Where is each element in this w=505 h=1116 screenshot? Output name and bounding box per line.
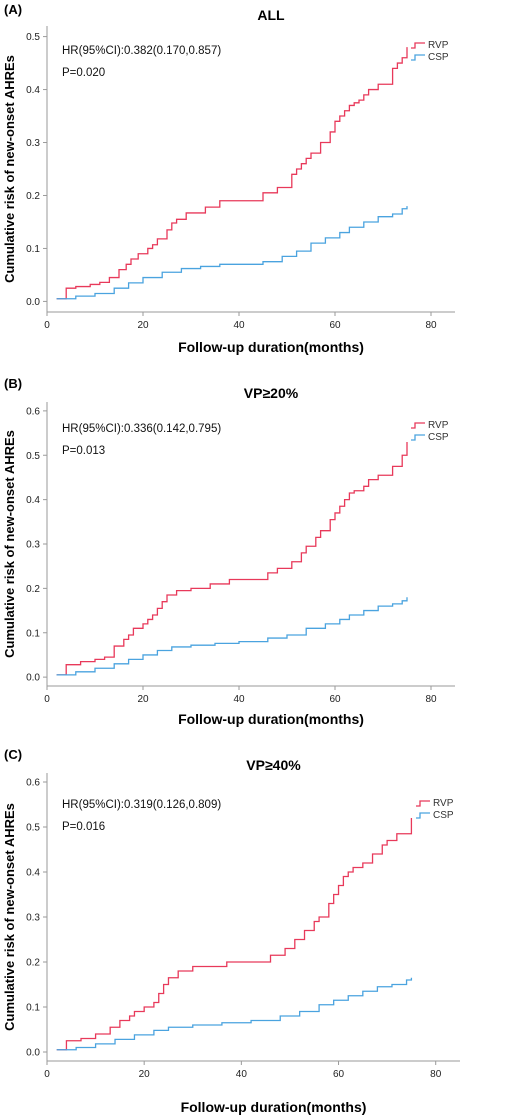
chart-a-xtick-label: 20 <box>137 320 149 331</box>
chart-a-hr-annotation: HR(95%CI):0.382(0.170,0.857) <box>62 45 221 57</box>
chart-b-xtick-label: 20 <box>137 694 149 705</box>
chart-b-ytick-label: 0.5 <box>26 451 40 462</box>
chart-a-ylabel: Cumulative risk of new-onset AHREs <box>2 55 17 283</box>
chart-a-title: ALL <box>257 7 285 23</box>
chart-b-axes <box>46 402 455 687</box>
chart-b-p-annotation: P=0.013 <box>62 445 105 457</box>
chart-c-xtick-label: 60 <box>333 1069 345 1080</box>
chart-c-ylabel: Cumulative risk of new-onset AHREs <box>2 803 17 1031</box>
chart-c-p-annotation: P=0.016 <box>62 821 105 833</box>
chart-a-xtick-label: 60 <box>329 320 341 331</box>
chart-c-legend-swatch-rvp <box>416 800 430 807</box>
chart-b-xtick-label: 40 <box>233 694 245 705</box>
chart-b-legend-label-csp: CSP <box>428 432 449 443</box>
chart-a-xtick-label: 0 <box>44 320 50 331</box>
chart-c-series-csp <box>56 977 413 1051</box>
chart-c-xtick-label: 0 <box>44 1069 50 1080</box>
chart-a-xlabel: Follow-up duration(months) <box>178 339 364 355</box>
chart-c-ytick-label: 0.3 <box>26 913 40 924</box>
chart-c-title: VP≥40% <box>246 757 301 773</box>
chart-b-title: VP≥20% <box>244 385 299 401</box>
chart-a-ytick-label: 0.4 <box>26 85 40 96</box>
chart-b-xlabel: Follow-up duration(months) <box>178 711 364 727</box>
chart-b-legend-swatch-csp <box>411 434 425 441</box>
chart-c-legend-label-rvp: RVP <box>433 798 454 809</box>
chart-a-series-rvp <box>56 47 408 300</box>
chart-a-xtick-label: 40 <box>233 320 245 331</box>
chart-c-series-rvp <box>56 818 413 1051</box>
chart-a-p-annotation: P=0.020 <box>62 67 105 79</box>
chart-c-axes <box>46 773 460 1062</box>
chart-a-ytick-label: 0.0 <box>26 297 40 308</box>
chart-c-ytick-label: 0.2 <box>26 958 40 969</box>
chart-b-ytick-label: 0.0 <box>26 673 40 684</box>
chart-b-ytick-label: 0.6 <box>26 406 40 417</box>
chart-c-xtick-label: 20 <box>139 1069 151 1080</box>
chart-a-legend-label-rvp: RVP <box>428 40 449 51</box>
chart-a-legend-label-csp: CSP <box>428 52 449 63</box>
chart-b-legend-swatch-rvp <box>411 422 425 429</box>
chart-a-xtick-label: 80 <box>425 320 437 331</box>
chart-c-ytick-label: 0.1 <box>26 1003 40 1014</box>
chart-a-ytick-label: 0.1 <box>26 244 40 255</box>
chart-a-ytick-label: 0.3 <box>26 138 40 149</box>
chart-a-legend-swatch-rvp <box>411 42 425 49</box>
chart-c-ytick-label: 0.5 <box>26 823 40 834</box>
chart-c-legend-label-csp: CSP <box>433 810 454 821</box>
chart-c-xlabel: Follow-up duration(months) <box>181 1099 367 1115</box>
chart-b-xtick-label: 0 <box>44 694 50 705</box>
chart-a-legend-swatch-csp <box>411 54 425 61</box>
chart-c-ytick-label: 0.6 <box>26 778 40 789</box>
chart-a-ytick-label: 0.5 <box>26 32 40 43</box>
chart-a-series-csp <box>56 206 408 300</box>
chart-b-ytick-label: 0.4 <box>26 495 40 506</box>
chart-c-ytick-label: 0.4 <box>26 868 40 879</box>
chart-b-ytick-label: 0.1 <box>26 628 40 639</box>
chart-a-ytick-label: 0.2 <box>26 191 40 202</box>
chart-b-ytick-label: 0.3 <box>26 540 40 551</box>
chart-c-hr-annotation: HR(95%CI):0.319(0.126,0.809) <box>62 799 221 811</box>
chart-b-xtick-label: 60 <box>329 694 341 705</box>
chart-b-xtick-label: 80 <box>425 694 437 705</box>
chart-b-series-csp <box>56 597 408 676</box>
chart-c-panel-label: (C) <box>4 747 22 762</box>
chart-a-panel-label: (A) <box>4 2 22 17</box>
chart-c-legend-swatch-csp <box>416 812 430 819</box>
chart-b-ytick-label: 0.2 <box>26 584 40 595</box>
chart-b-legend-label-rvp: RVP <box>428 420 449 431</box>
chart-b-ylabel: Cumulative risk of new-onset AHREs <box>2 430 17 658</box>
chart-c-ytick-label: 0.0 <box>26 1048 40 1059</box>
chart-c-xtick-label: 80 <box>430 1069 442 1080</box>
chart-b-panel-label: (B) <box>4 376 22 391</box>
chart-c-xtick-label: 40 <box>236 1069 248 1080</box>
chart-b-series-rvp <box>56 441 408 676</box>
chart-b-hr-annotation: HR(95%CI):0.336(0.142,0.795) <box>62 423 221 435</box>
